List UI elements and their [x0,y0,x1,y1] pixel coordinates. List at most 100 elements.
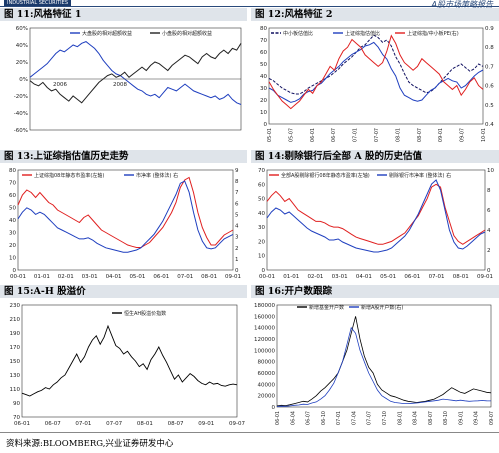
legend-label: 全部A股剔除银行08年静态市盈率(左轴) [281,172,370,179]
y-tick-label: 60 [258,182,265,188]
y2-tick-label: 8 [487,188,491,194]
x-tick-label: 05-07 [288,128,294,142]
y-tick-label: 50 [258,197,265,203]
x-tick-label: 07-07 [367,411,373,425]
x-tick-label: 09-01 [198,421,214,427]
x-tick-label: 07-07 [106,421,122,427]
y-tick-label: 30 [9,231,16,237]
y-tick-label: 20000 [258,394,276,400]
y-tick-label: 70 [13,415,20,421]
y2-tick-label: 6 [235,201,239,207]
y-tick-label: 20 [9,243,16,249]
figure-13-title: 图 13:上证综指估值历史走势 [0,150,247,163]
y2-tick-label: 0.8 [485,45,494,51]
x-tick-label: 06-01 [14,421,30,427]
x-tick-label: 09-01 [438,128,444,142]
x-tick-label: 09-07 [460,128,466,142]
y-tick-label: 140000 [254,326,275,332]
y-tick-label: 0% [19,77,28,83]
y2-tick-label: 1 [235,257,239,263]
legend-label: 小盘股的相对超额收益 [162,30,212,37]
y-tick-label: 40% [16,43,28,49]
x-tick-label: 08-01 [395,128,401,142]
x-tick-label: 07-01 [336,411,342,425]
x-tick-label: 05-01 [380,274,396,280]
y-tick-label: 20 [258,239,265,245]
y2-tick-label: 6 [487,208,491,214]
figure-14-title: 图 14:剔除银行后全部 A 股的历史估值 [251,150,499,163]
y2-tick-label: 4 [235,224,239,230]
x-tick-label: 09-01 [225,274,241,280]
x-tick-label: 03-01 [332,274,348,280]
y-tick-label: 60 [9,193,16,199]
company-logo: INDUSTRIAL SECURITIES [4,0,71,7]
y-tick-label: 20 [260,98,267,104]
y-tick-label: 90 [13,401,20,407]
legend-label: 上证综指08年静态市盈率(左轴) [34,172,104,179]
x-tick-label: 06-07 [45,421,61,427]
x-tick-label: 09-01 [458,411,464,425]
y2-tick-label: 5 [235,212,239,218]
x-tick-label: 00-01 [10,274,26,280]
y-tick-label: 50 [9,206,16,212]
series-a-accounts [276,326,492,407]
x-tick-label: 08-04 [413,411,419,425]
x-tick-label: 05-01 [267,128,273,142]
x-tick-label: 07-07 [374,128,380,142]
x-tick-label: 08-01 [453,274,469,280]
y-tick-label: 70 [258,168,265,174]
y2-tick-label: 0.9 [485,26,494,32]
y-tick-label: 10 [9,256,16,262]
series-sh-pb [17,180,234,253]
y2-tick-label: 0.6 [485,84,494,90]
y-tick-label: 70 [9,181,16,187]
header-divider [0,6,499,7]
series-ratio-right [268,34,484,110]
y-tick-label: 0 [262,268,266,274]
y-tick-label: 10 [260,110,267,116]
y-tick-label: 40 [258,211,265,217]
x-tick-label: 01-01 [34,274,50,280]
y-tick-label: 30 [260,86,267,92]
figure-12-title: 图 12:风格特征 2 [251,8,499,21]
legend-label: 大盘股的相对超额收益 [82,30,132,37]
legend-label: 中小板估值比 [283,30,313,37]
x-tick-label: 07-01 [353,128,359,142]
x-tick-label: 06-01 [404,274,420,280]
y-tick-label: 80 [9,168,16,174]
plot-frame [266,169,486,271]
y-tick-label: 40 [260,74,267,80]
legend-label: 恒生AH股溢价指数 [124,310,166,317]
x-tick-label: 09-07 [229,421,245,427]
series-sme-valuation [268,34,484,95]
y-tick-label: 120000 [254,337,275,343]
y-tick-label: 230 [10,303,21,309]
y-tick-label: 0 [264,122,268,128]
y-tick-label: 20% [16,60,28,66]
x-tick-label: 05-01 [129,274,145,280]
series-sh-pe [17,176,234,248]
x-tick-label: 08-07 [428,411,434,425]
x-tick-label: 09-04 [474,411,480,425]
y-tick-label: -20% [14,94,28,100]
x-tick-label: 04-01 [356,274,372,280]
y2-tick-label: 4 [487,228,491,234]
plot-frame [21,304,238,418]
x-tick-label: 06-10 [321,411,327,425]
y-tick-label: 80 [260,26,267,32]
x-tick-label: 07-01 [429,274,445,280]
top-header: INDUSTRIAL SECURITIES A股市场策略报告 [0,0,499,9]
x-tick-label: 06-07 [306,411,312,425]
plot-frame [17,169,234,271]
footer-divider [0,432,499,433]
x-tick-label: 07-01 [75,421,91,427]
y-tick-label: 10 [258,254,265,260]
x-tick-label: 04-01 [106,274,122,280]
y-tick-label: 0 [13,268,17,274]
y-tick-label: 60 [260,50,267,56]
legend-label: 上证综指/中小板PE(右) [407,30,459,37]
y2-tick-label: 10 [487,168,494,174]
series-small-cap [29,43,242,104]
